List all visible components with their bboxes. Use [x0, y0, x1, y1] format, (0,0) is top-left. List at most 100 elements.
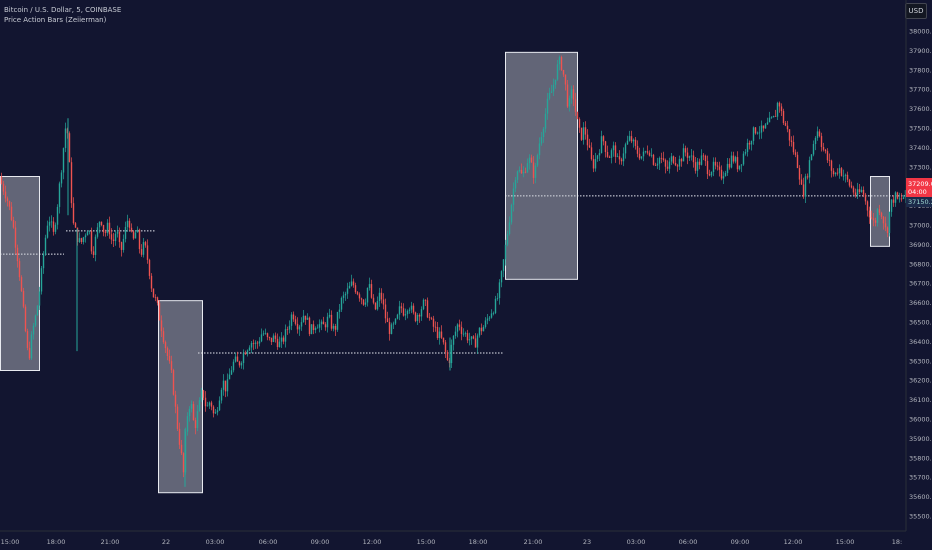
- candle-body: [892, 199, 895, 203]
- candle-body: [668, 161, 671, 169]
- candle-body: [594, 158, 597, 169]
- candle-body: [228, 374, 231, 380]
- y-tick-label: 37500.00: [909, 125, 932, 133]
- y-axis[interactable]: 35500.00 35600.00 35700.00 35800.00 35900.00…: [909, 28, 932, 521]
- level-lines: [0, 195, 906, 354]
- candle-body: [462, 333, 465, 335]
- candle-body: [682, 148, 685, 162]
- candle-body: [80, 238, 83, 243]
- candle-body: [150, 275, 153, 289]
- candle-body: [52, 221, 55, 232]
- candle-body: [840, 168, 843, 176]
- candle-body: [68, 133, 71, 163]
- candle-body: [728, 163, 731, 168]
- candle-body: [336, 311, 339, 330]
- candle-body: [374, 302, 377, 310]
- symbol-title[interactable]: Bitcoin / U.S. Dollar, 5, COINBASE: [4, 6, 122, 14]
- candle-body: [238, 361, 241, 366]
- candle-body: [334, 325, 337, 330]
- candle-body: [828, 160, 831, 162]
- candle-body: [386, 318, 389, 323]
- y-tick-label: 36100.00: [909, 396, 932, 404]
- indicator-title[interactable]: Price Action Bars (Zeiierman): [4, 16, 107, 24]
- candle-body: [786, 125, 789, 130]
- last-price-badge: [906, 178, 932, 198]
- candle-body: [124, 226, 127, 239]
- candle-body: [772, 116, 775, 118]
- x-tick-label: 12:00: [363, 538, 382, 546]
- candle-body: [560, 57, 563, 70]
- candle-body: [646, 151, 649, 153]
- candle-body: [552, 84, 555, 92]
- candle-body: [132, 231, 135, 239]
- candle-body: [612, 145, 615, 151]
- candle-body: [636, 145, 639, 154]
- candle-body: [262, 333, 265, 335]
- candle-body: [614, 145, 617, 157]
- candle-body: [856, 189, 859, 196]
- candle-body: [38, 291, 41, 306]
- candle-body: [354, 285, 357, 293]
- candle-body: [768, 117, 771, 123]
- candle-body: [62, 148, 65, 173]
- x-axis[interactable]: 15:00 18:00 21:00 22 03:00 06:00 09:00 12:00 15:…: [1, 538, 903, 546]
- candle-body: [120, 242, 123, 250]
- candle-body: [364, 302, 367, 305]
- candle-body: [628, 136, 631, 141]
- candle-body: [164, 342, 167, 349]
- candle-body: [756, 132, 759, 134]
- candle-body: [650, 154, 653, 156]
- candle-body: [376, 301, 379, 310]
- candle-body: [34, 315, 37, 326]
- candle-body: [860, 189, 863, 192]
- candle-body: [842, 175, 845, 177]
- candle-body: [700, 155, 703, 165]
- candle-body: [880, 212, 883, 217]
- candle-body: [824, 149, 827, 152]
- candle-body: [556, 64, 559, 80]
- candle-body: [306, 317, 309, 320]
- candle-body: [368, 284, 371, 288]
- candle-body: [678, 159, 681, 167]
- y-tick-label: 35700.00: [909, 474, 932, 482]
- candle-body: [436, 327, 439, 338]
- candle-body: [54, 224, 57, 232]
- y-tick-label: 36400.00: [909, 338, 932, 346]
- candle-body: [172, 370, 175, 395]
- candle-body: [872, 218, 875, 221]
- candle-body: [338, 309, 341, 312]
- candle-body: [596, 155, 599, 159]
- candle-body: [830, 160, 833, 171]
- candle-body: [600, 136, 603, 154]
- candle-body: [762, 125, 765, 129]
- candle-body: [142, 242, 145, 255]
- candle-body: [452, 335, 455, 345]
- candle-body: [148, 259, 151, 276]
- candle-body: [486, 318, 489, 321]
- candle-body: [850, 185, 853, 188]
- candle-body: [714, 161, 717, 166]
- candle-body: [300, 322, 303, 327]
- candle-body: [0, 176, 3, 184]
- candle-body: [708, 174, 711, 176]
- line-price-label: 37150.22: [908, 198, 932, 206]
- candle-body: [216, 410, 219, 413]
- candle-body: [438, 331, 441, 338]
- candle-body: [398, 306, 401, 315]
- x-tick-label: 15:00: [417, 538, 436, 546]
- candle-body: [194, 420, 197, 429]
- countdown-label: 04:00: [908, 188, 927, 196]
- candle-body: [266, 333, 269, 338]
- x-tick-label: 09:00: [731, 538, 750, 546]
- candle-body: [138, 229, 141, 250]
- candle-body: [330, 314, 333, 329]
- candle-body: [526, 163, 529, 173]
- candle-body: [774, 116, 777, 117]
- candle-body: [208, 402, 211, 406]
- candle-body: [508, 222, 511, 235]
- candle-body: [806, 176, 809, 178]
- candle-body: [532, 162, 535, 178]
- candle-body: [56, 206, 59, 225]
- candle-body: [820, 136, 823, 148]
